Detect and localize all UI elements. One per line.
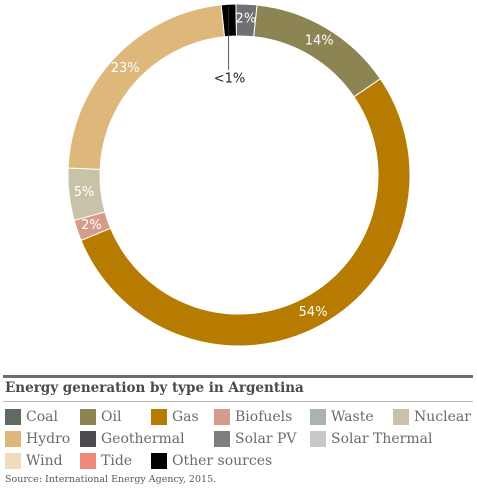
legend-label-hydro: Hydro: [26, 431, 71, 447]
legend-swatch-wind: [5, 453, 21, 469]
legend-item-geothermal: Geothermal: [80, 430, 185, 448]
legend-label-geothermal: Geothermal: [101, 431, 185, 447]
legend-label-waste: Waste: [331, 409, 374, 425]
legend-swatch-tide: [80, 453, 96, 469]
legend-label-coal: Coal: [26, 409, 58, 425]
legend-swatch-solar-pv: [214, 431, 230, 447]
legend-item-solar-thermal: Solar Thermal: [310, 430, 432, 448]
legend-item-solar-pv: Solar PV: [214, 430, 297, 448]
legend-item-biofuels: Biofuels: [214, 408, 292, 426]
data-label-hydro: 23%: [111, 61, 140, 76]
title-rule-bottom: [3, 401, 473, 402]
legend-swatch-coal: [5, 409, 21, 425]
legend-label-wind: Wind: [26, 453, 63, 469]
legend-label-solar-pv: Solar PV: [235, 431, 297, 447]
data-label-biofuels: 2%: [81, 218, 102, 233]
legend-swatch-waste: [310, 409, 326, 425]
legend-item-waste: Waste: [310, 408, 374, 426]
data-label-gas: 54%: [299, 305, 328, 320]
legend-label-tide: Tide: [101, 453, 133, 469]
legend-label-biofuels: Biofuels: [235, 409, 293, 425]
legend-item-hydro: Hydro: [5, 430, 70, 448]
legend-swatch-nuclear: [393, 409, 409, 425]
slice-hydro: [67, 4, 226, 170]
legend-item-wind: Wind: [5, 452, 63, 470]
legend-label-oil: Oil: [101, 409, 122, 425]
legend-swatch-geothermal: [80, 431, 96, 447]
legend-label-solar-thermal: Solar Thermal: [331, 431, 433, 447]
legend-swatch-other-sources: [151, 453, 167, 469]
data-label-oil: 14%: [305, 34, 334, 49]
legend-swatch-hydro: [5, 431, 21, 447]
legend-swatch-solar-thermal: [310, 431, 326, 447]
source-note: Source: International Energy Agency, 201…: [5, 474, 217, 485]
legend-item-tide: Tide: [80, 452, 132, 470]
slice-gas: [80, 78, 411, 347]
legend-swatch-gas: [151, 409, 167, 425]
chart-title: Energy generation by type in Argentina: [5, 380, 304, 396]
title-rule-top: [3, 375, 473, 378]
data-label-solar-pv: 2%: [236, 12, 257, 27]
legend-label-gas: Gas: [172, 409, 199, 425]
legend-swatch-biofuels: [214, 409, 230, 425]
slice-oil: [253, 4, 382, 98]
legend-item-other-sources: Other sources: [151, 452, 272, 470]
legend-item-coal: Coal: [5, 408, 58, 426]
data-label-other-sources: <1%: [214, 72, 246, 87]
legend-swatch-oil: [80, 409, 96, 425]
legend-item-oil: Oil: [80, 408, 121, 426]
legend-label-nuclear: Nuclear: [414, 409, 471, 425]
donut-chart: <1% 2% 14% 54% 2% 5% 23%: [67, 3, 411, 347]
legend-item-nuclear: Nuclear: [393, 408, 471, 426]
data-label-nuclear: 5%: [74, 185, 95, 200]
legend-label-other-sources: Other sources: [172, 453, 273, 469]
legend-item-gas: Gas: [151, 408, 199, 426]
